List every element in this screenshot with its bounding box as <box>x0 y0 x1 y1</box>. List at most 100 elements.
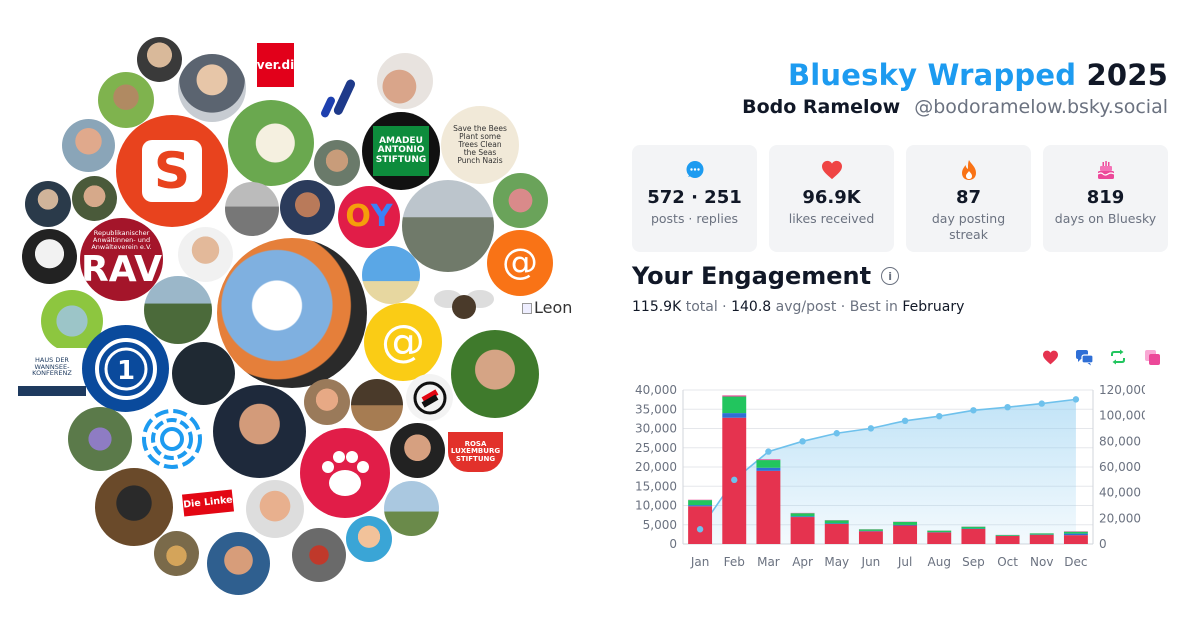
avatar[interactable] <box>213 385 306 478</box>
info-icon[interactable]: i <box>881 267 900 285</box>
wrapped-year: 2025 <box>1086 58 1168 92</box>
avatar[interactable] <box>362 246 420 304</box>
user-handle[interactable]: @bodoramelow.bsky.social <box>914 96 1168 118</box>
mascot-avatar[interactable] <box>434 285 494 323</box>
x-tick-label: May <box>824 555 849 569</box>
cumulative-point <box>901 417 909 424</box>
avatar[interactable] <box>402 180 494 272</box>
y-right-tick-label: 20,000 <box>1099 511 1141 525</box>
legend-reposts[interactable] <box>1108 347 1128 367</box>
avatar[interactable] <box>22 229 77 284</box>
stat-value: 572 · 251 <box>647 187 742 208</box>
avatar[interactable] <box>451 330 539 418</box>
avg-label: avg/post <box>775 299 837 315</box>
app-title: Bluesky Wrapped 2025 <box>742 58 1168 92</box>
legend-replies[interactable] <box>1074 347 1094 367</box>
bar-segment <box>893 525 918 544</box>
at-logo-avatar[interactable]: @ <box>487 230 553 296</box>
avatar[interactable] <box>207 532 270 595</box>
cumulative-point <box>731 476 738 484</box>
y-right-tick-label: 80,000 <box>1099 434 1141 448</box>
engagement-title: Your Engagement i <box>632 262 900 290</box>
engagement-heading: Your Engagement <box>632 262 872 290</box>
y-left-tick-label: 20,000 <box>635 460 677 474</box>
y-right-tick-label: 60,000 <box>1099 460 1141 474</box>
y-left-tick-label: 15,000 <box>635 479 677 493</box>
wannsee-logo[interactable]: HAUS DER WANNSEE-KONFERENZ <box>18 348 86 396</box>
avatar[interactable] <box>280 180 335 235</box>
y-right-tick-label: 100,000 <box>1099 409 1145 423</box>
legend-likes[interactable] <box>1040 347 1060 367</box>
quote-icon <box>1144 349 1160 365</box>
avatar[interactable] <box>351 379 403 431</box>
antifa-avatar[interactable] <box>406 374 453 421</box>
avatar[interactable] <box>62 119 115 172</box>
tagesschau-avatar[interactable]: 1 <box>82 325 169 412</box>
bees-sign-avatar[interactable]: Save the Bees Plant some Trees Clean the… <box>441 106 519 184</box>
avatar[interactable] <box>137 37 182 82</box>
paw-logo-avatar[interactable] <box>300 428 390 518</box>
total-label: total <box>685 299 718 315</box>
x-tick-label: Mar <box>757 555 780 569</box>
avatar[interactable] <box>390 423 445 478</box>
avatar[interactable] <box>68 407 132 471</box>
avatar[interactable] <box>346 516 392 562</box>
avatar[interactable] <box>172 342 235 405</box>
s-logo-avatar[interactable]: S <box>116 115 228 227</box>
avatar[interactable] <box>98 72 154 128</box>
cumulative-point <box>765 448 772 455</box>
legend-quotes[interactable] <box>1142 347 1162 367</box>
ring-logo-avatar[interactable] <box>138 405 206 473</box>
rav-logo-avatar[interactable]: Republikanischer Anwältinnen- und Anwält… <box>80 218 163 301</box>
bar-segment <box>995 534 1020 536</box>
stat-value: 819 <box>1086 187 1125 208</box>
x-tick-label: Aug <box>928 555 951 569</box>
amadeu-antonio-logo[interactable]: AMADEU ANTONIO STIFTUNG <box>362 112 440 190</box>
avatar[interactable] <box>225 182 279 236</box>
avatar[interactable] <box>377 53 433 109</box>
y-left-tick-label: 0 <box>669 537 677 551</box>
y-right-tick-label: 40,000 <box>1099 486 1141 500</box>
y-left-tick-label: 35,000 <box>635 402 677 416</box>
die-linke-logo[interactable]: Die Linke <box>181 489 235 517</box>
bar-segment <box>858 531 883 544</box>
avatar[interactable] <box>95 468 173 546</box>
at-logo-avatar[interactable]: @ <box>364 303 442 381</box>
avatar[interactable] <box>228 100 314 186</box>
verdi-logo[interactable]: ver.di <box>257 43 294 87</box>
x-tick-label: Jul <box>897 555 912 569</box>
rosa-luxemburg-logo[interactable]: ROSA LUXEMBURG STIFTUNG <box>448 432 503 472</box>
brand-name: Bluesky Wrapped <box>787 58 1077 92</box>
stats-row: 572 · 251 posts · replies 96.9K likes re… <box>632 145 1168 252</box>
avatar[interactable] <box>384 481 439 536</box>
cumulative-point <box>1038 400 1045 407</box>
avatar[interactable] <box>154 531 199 576</box>
x-tick-label: Apr <box>792 555 813 569</box>
avatar[interactable] <box>246 480 304 538</box>
stat-card-streak: 87 day posting streak <box>906 145 1031 252</box>
x-tick-label: Dec <box>1064 555 1087 569</box>
bar-segment <box>927 530 952 533</box>
avatar[interactable] <box>292 528 346 582</box>
avatar[interactable] <box>25 181 71 227</box>
avatar[interactable] <box>144 276 212 344</box>
cumulative-point <box>970 407 977 414</box>
title-block: Bluesky Wrapped 2025 Bodo Ramelow @bodor… <box>742 58 1168 118</box>
bar-segment <box>824 523 849 524</box>
blue-slash-logo[interactable] <box>320 74 362 122</box>
x-tick-label: Oct <box>997 555 1018 569</box>
avatar[interactable] <box>493 173 548 228</box>
avatar[interactable] <box>178 54 246 122</box>
avatar-main-unicorn[interactable] <box>217 238 367 388</box>
cumulative-point <box>936 412 943 420</box>
avatar[interactable] <box>72 176 117 221</box>
bar-segment <box>893 521 918 525</box>
avatar[interactable] <box>314 140 360 186</box>
bar-segment <box>1029 533 1054 535</box>
rav-subtitle: Republikanischer Anwältinnen- und Anwält… <box>91 229 152 251</box>
bar-segment <box>790 516 815 518</box>
avatar[interactable] <box>304 379 350 425</box>
bar-segment <box>927 532 952 544</box>
avatar[interactable] <box>178 227 233 282</box>
